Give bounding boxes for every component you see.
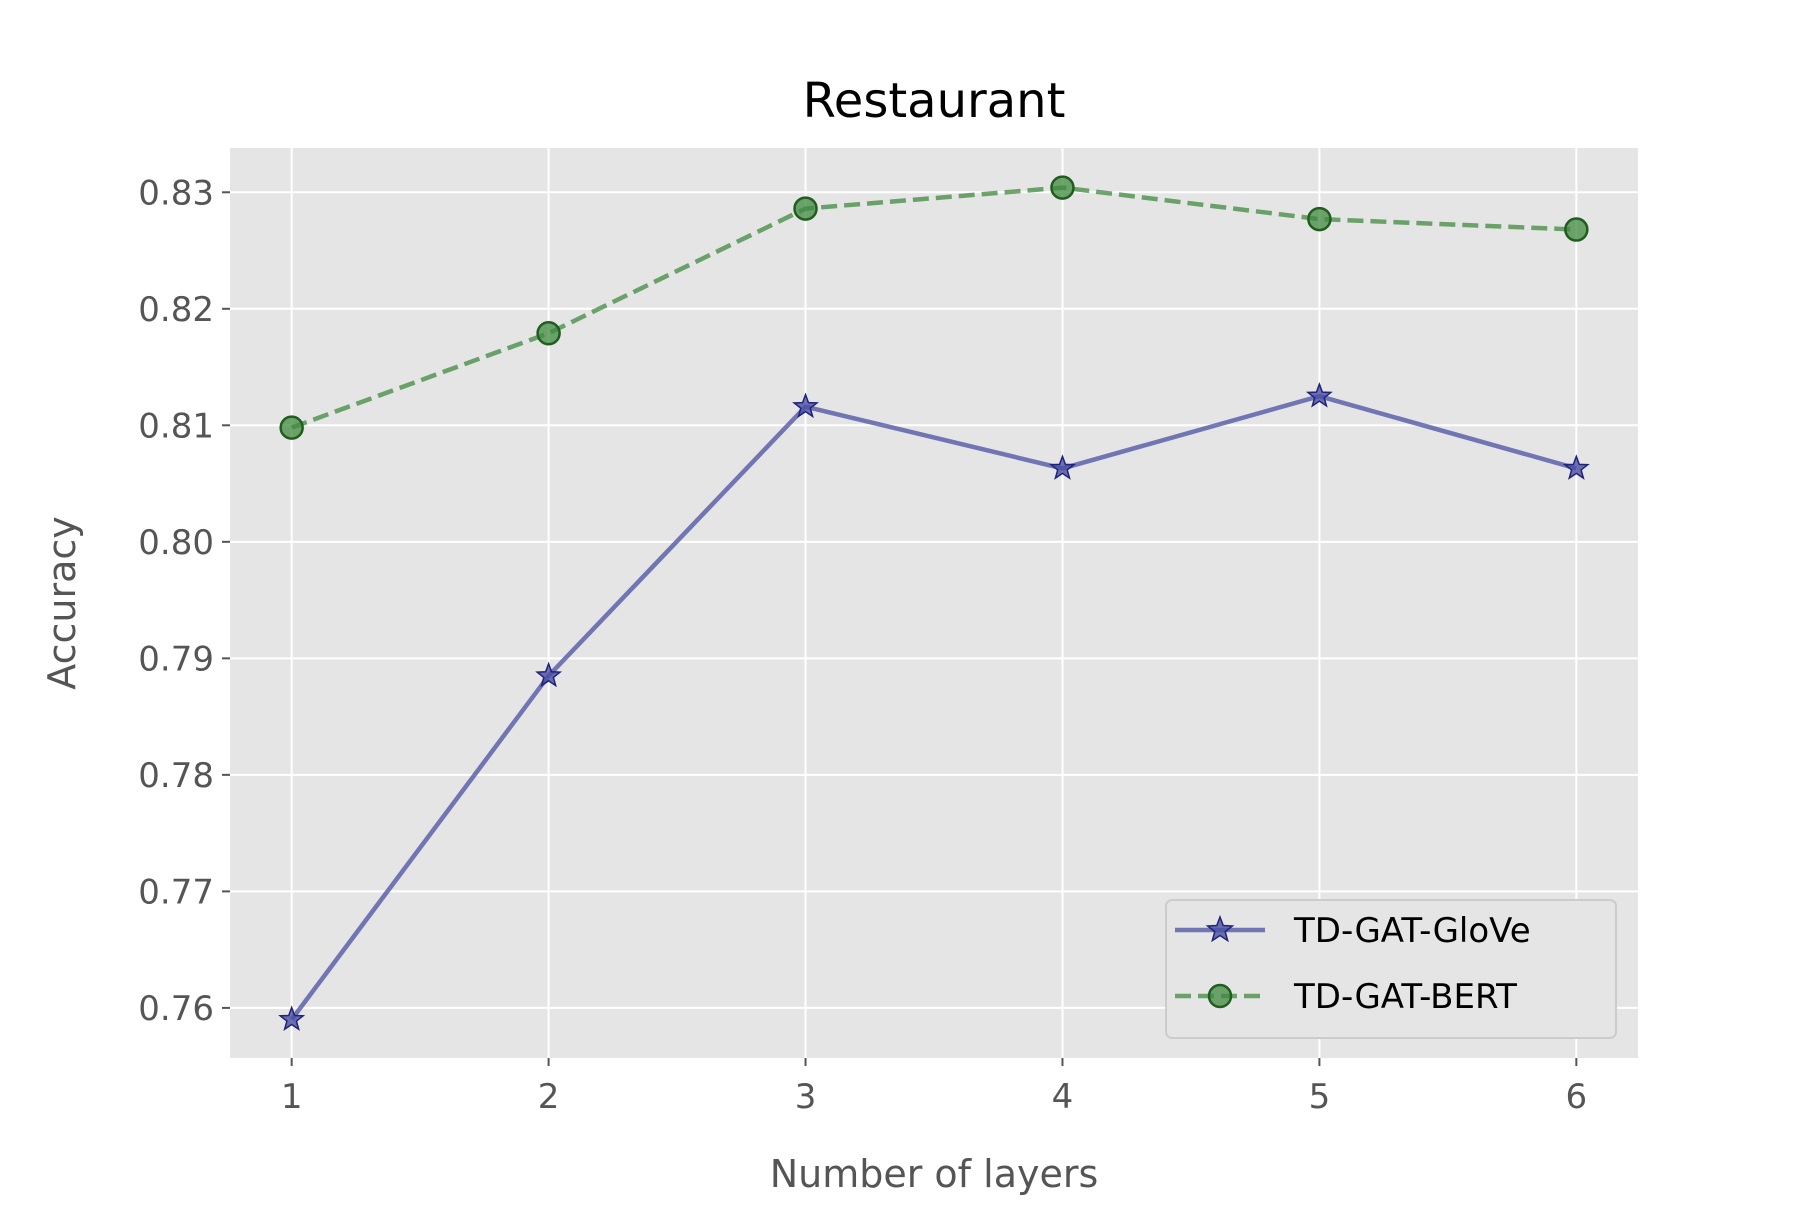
legend-label-2: TD-GAT-BERT bbox=[1293, 977, 1517, 1017]
series-2-point bbox=[279, 415, 304, 440]
x-tick-label: 2 bbox=[538, 1077, 560, 1117]
series-2-point bbox=[793, 196, 818, 221]
legend-box bbox=[1165, 899, 1617, 1039]
x-tick-label: 3 bbox=[795, 1077, 817, 1117]
series-1-point bbox=[278, 1005, 306, 1032]
y-tick-label: 0.79 bbox=[138, 639, 214, 679]
y-axis-label: Accuracy bbox=[40, 516, 84, 690]
y-tick-label: 0.81 bbox=[138, 406, 214, 446]
series-1-point bbox=[1305, 382, 1333, 408]
series-1-point bbox=[535, 661, 563, 688]
x-tick-label: 5 bbox=[1309, 1077, 1331, 1117]
series-2-point bbox=[1050, 175, 1075, 200]
y-tick-label: 0.76 bbox=[138, 989, 214, 1029]
series-layer bbox=[278, 175, 1590, 1032]
chart-title: Restaurant bbox=[803, 73, 1066, 129]
series-line-1 bbox=[289, 393, 1577, 1021]
y-tick-label: 0.78 bbox=[138, 756, 214, 796]
x-tick-label: 1 bbox=[281, 1077, 303, 1117]
series-line-2 bbox=[290, 185, 1577, 430]
y-tick-label: 0.80 bbox=[138, 523, 214, 563]
legend-marker-2 bbox=[1207, 983, 1233, 1009]
series-1-point bbox=[1562, 454, 1590, 480]
x-tick-label: 6 bbox=[1566, 1077, 1588, 1117]
y-tick-label: 0.83 bbox=[138, 173, 214, 213]
series-1-point bbox=[1048, 454, 1076, 480]
legend-marker-1 bbox=[1205, 914, 1235, 943]
legend-label-1: TD-GAT-GloVe bbox=[1293, 911, 1531, 951]
y-tick-label: 0.77 bbox=[138, 872, 214, 912]
tick-labels: 1 2 3 4 5 6 0.76 0.77 0.78 0.79 0.80 0.81 0.82 0.83 bbox=[138, 173, 1587, 1117]
series-1-point bbox=[792, 392, 820, 419]
legend: TD-GAT-GloVe TD-GAT-BERT bbox=[1165, 899, 1617, 1039]
y-tick-label: 0.82 bbox=[138, 290, 214, 330]
series-2-point bbox=[536, 321, 561, 346]
x-axis-label: Number of layers bbox=[770, 1152, 1099, 1196]
series-2-point bbox=[1564, 217, 1589, 242]
grid bbox=[230, 148, 1638, 1058]
x-tick-label: 4 bbox=[1052, 1077, 1074, 1117]
series-2-point bbox=[1307, 206, 1332, 232]
